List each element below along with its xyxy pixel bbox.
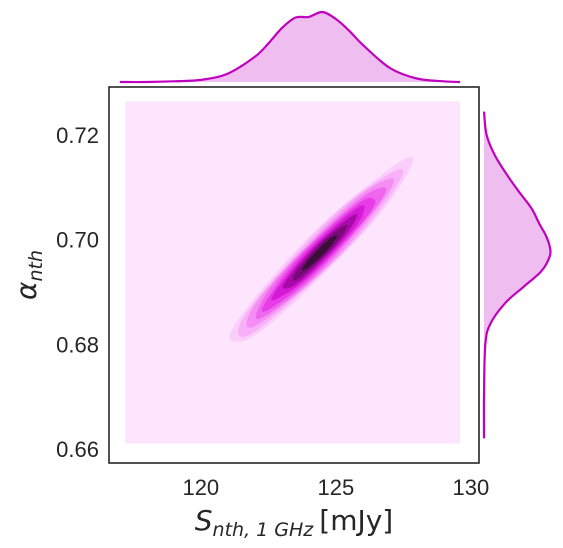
y-tick-label: 0.70 [56, 228, 99, 253]
kde-contours [125, 101, 461, 444]
x-marginal-curve [119, 10, 461, 84]
y-marginal-fill [483, 111, 551, 439]
y-tick-label: 0.66 [56, 437, 99, 462]
x-axis-label: Snth, 1 GHz [mJy] [195, 504, 393, 541]
x-tick-label: 130 [453, 475, 490, 500]
y-tick-label: 0.72 [56, 123, 99, 148]
plot-frame [108, 86, 480, 464]
y-tick-label: 0.68 [56, 332, 99, 357]
y-marginal-density [482, 111, 552, 439]
x-tick-label: 120 [182, 475, 219, 500]
y-axis-label: αnth [10, 250, 47, 300]
x-marginal-fill [119, 11, 461, 83]
x-marginal-density [119, 10, 461, 84]
x-tick-label: 125 [318, 475, 355, 500]
kde-level-9 [302, 235, 338, 271]
y-marginal-curve [482, 111, 552, 439]
x-ticks: 120 125 130 [182, 475, 489, 500]
y-ticks: 0.66 0.68 0.70 0.72 [56, 123, 99, 462]
joint-plot-area [108, 86, 480, 464]
